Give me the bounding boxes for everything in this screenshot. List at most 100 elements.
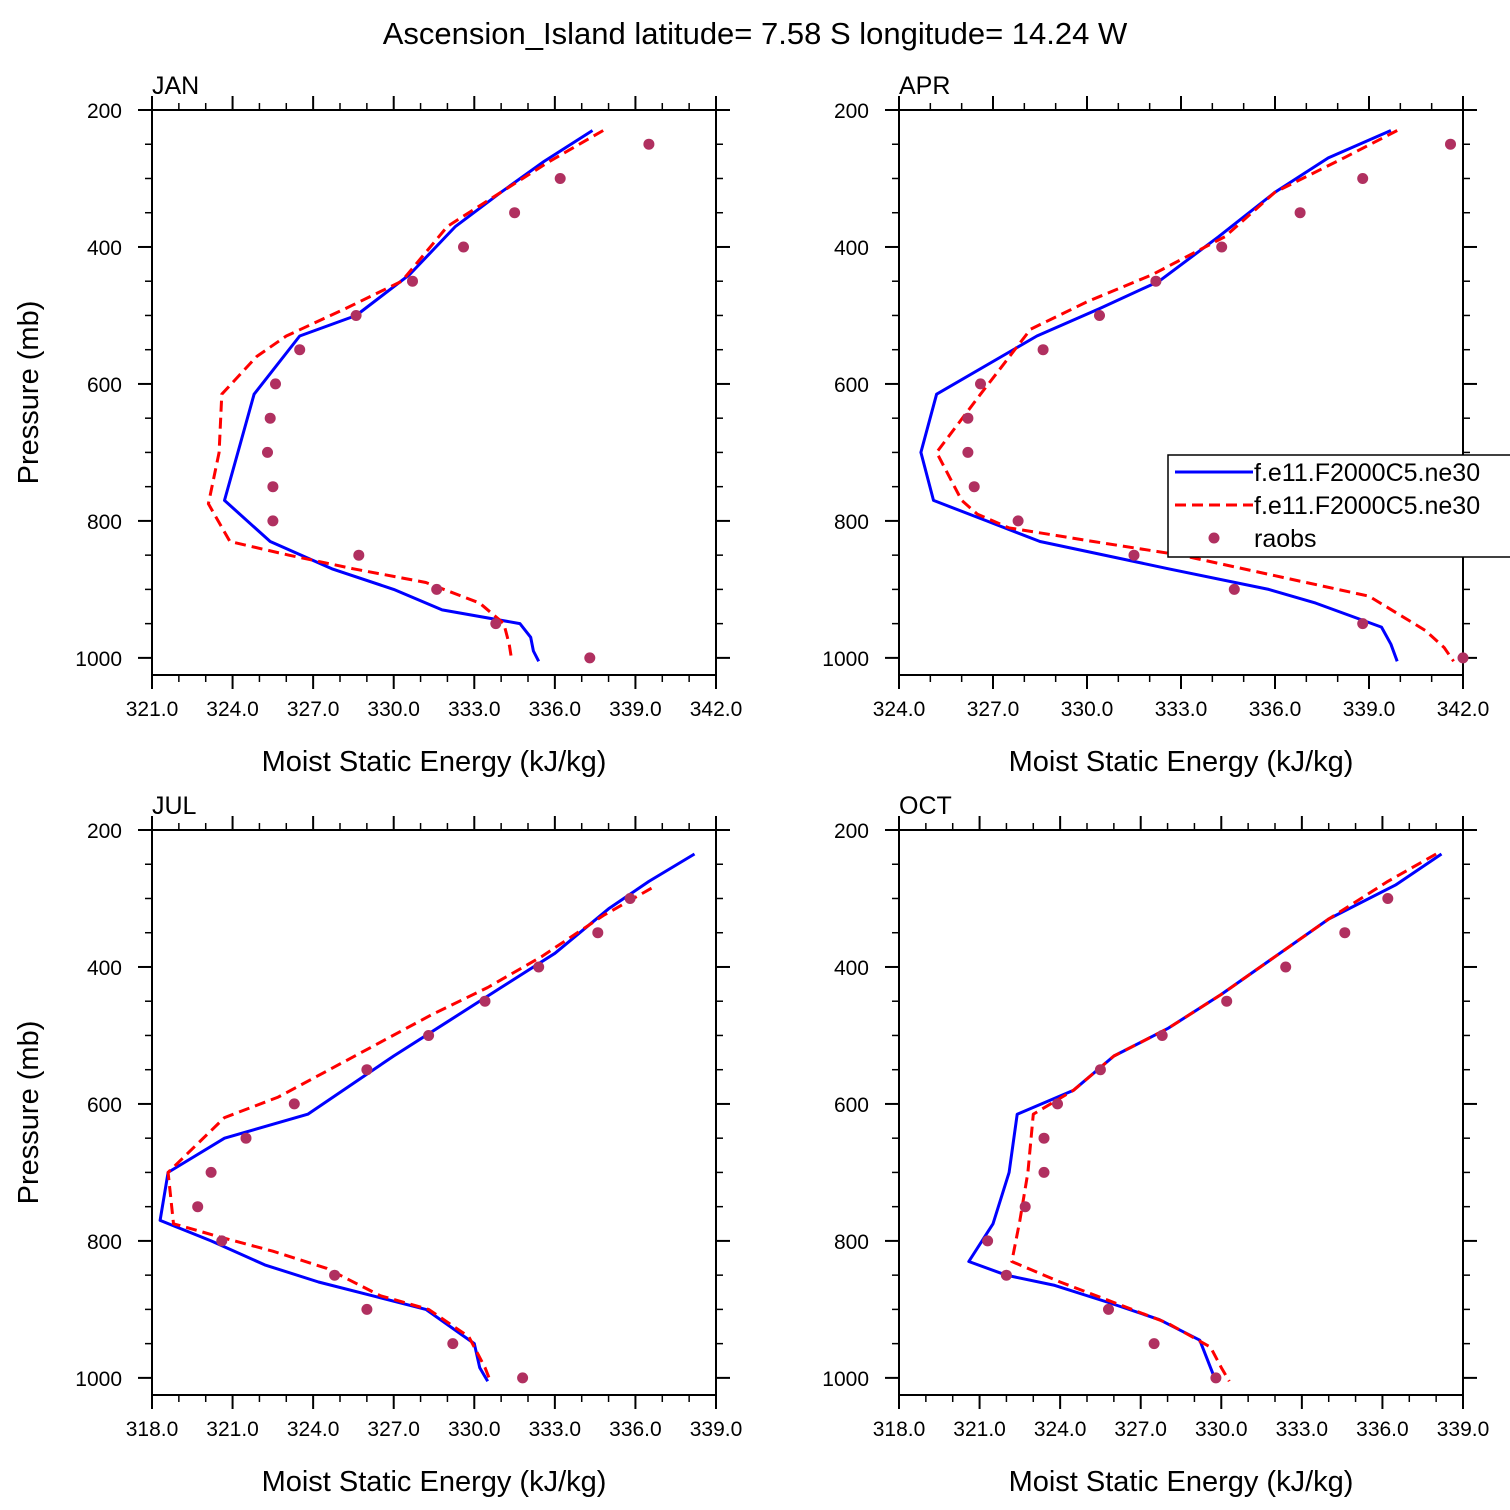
y-tick-label: 200 [834, 820, 869, 843]
raobs-point [1216, 241, 1228, 253]
series-line-dashed [166, 886, 653, 1382]
raobs-point [1150, 275, 1162, 287]
raobs-point [968, 481, 980, 493]
raobs-point [407, 275, 418, 287]
y-axis-label: Pressure (mb) [13, 1021, 45, 1205]
raobs-point [267, 481, 279, 493]
series-line-dashed [935, 129, 1455, 663]
y-tick-label: 1000 [822, 648, 869, 671]
raobs-point [267, 515, 279, 527]
y-tick-label: 1000 [75, 1368, 122, 1391]
raobs-point [447, 1338, 459, 1350]
raobs-point [262, 446, 273, 458]
x-tick-label: 321.0 [953, 1418, 1006, 1441]
panels: JAN 321.0 324.0 327.0 330.0 333.0 336.0 339.0 34… [13, 72, 1489, 1498]
y-tick-label: 1000 [822, 1368, 869, 1391]
panel-label: OCT [899, 792, 952, 820]
raobs-point [1339, 927, 1351, 939]
y-tick-label: 800 [834, 511, 869, 534]
raobs-point [592, 927, 604, 939]
panel-label: JUL [152, 792, 197, 820]
x-tick-label: 327.0 [367, 1418, 420, 1441]
raobs-point [1094, 1064, 1106, 1076]
raobs-point [1128, 549, 1140, 561]
x-tick-label: 333.0 [529, 1418, 582, 1441]
raobs-point [361, 1064, 373, 1076]
y-tick-label: 400 [87, 237, 122, 260]
x-tick-label: 333.0 [448, 698, 501, 721]
plot-frame [151, 109, 717, 676]
raobs-point [288, 1098, 300, 1110]
x-tick-label: 330.0 [1061, 698, 1114, 721]
x-tick-label: 342.0 [690, 698, 743, 721]
panel-apr: APR 324.0 327.0 330.0 333.0 336.0 339.0 342.0 20… [822, 72, 1489, 778]
raobs-point [431, 583, 443, 595]
x-tick-label: 336.0 [529, 698, 582, 721]
raobs-point [509, 207, 521, 219]
x-axis-label: Moist Static Energy (kJ/kg) [1009, 1466, 1354, 1498]
y-tick-label: 600 [87, 374, 122, 397]
panel-jul: JUL 318.0 321.0 324.0 327.0 330.0 333.0 336.0 33… [13, 792, 742, 1498]
panel-label: JAN [152, 72, 199, 100]
x-tick-label: 330.0 [367, 698, 420, 721]
raobs-point [205, 1166, 217, 1178]
y-tick-label: 200 [834, 100, 869, 123]
x-tick-label: 339.0 [1343, 698, 1396, 721]
y-tick-label: 800 [834, 1231, 869, 1254]
x-tick-label: 318.0 [873, 1418, 926, 1441]
x-tick-label: 336.0 [1249, 698, 1302, 721]
series-line-solid [967, 852, 1443, 1382]
raobs-point [1000, 1269, 1012, 1281]
series-line-dashed [206, 129, 604, 662]
raobs-point [240, 1132, 252, 1144]
x-tick-label: 333.0 [1155, 698, 1208, 721]
y-tick-label: 600 [834, 1094, 869, 1117]
raobs-point [1148, 1338, 1160, 1350]
raobs-point [1357, 173, 1369, 184]
x-tick-label: 324.0 [206, 698, 259, 721]
raobs-point [1156, 1030, 1168, 1041]
raobs-point [1094, 310, 1105, 321]
x-tick-label: 321.0 [206, 1418, 259, 1441]
y-tick-label: 600 [834, 374, 869, 397]
raobs-point [1280, 961, 1292, 973]
raobs-point [1052, 1098, 1063, 1110]
raobs-point [1210, 1372, 1222, 1384]
raobs-point [1445, 138, 1456, 150]
raobs-point [962, 446, 974, 458]
raobs-point [1038, 1132, 1050, 1144]
legend: f.e11.F2000C5.ne30 f.e11.F2000C5.ne30 ra… [1167, 454, 1510, 558]
raobs-point [216, 1235, 228, 1247]
raobs-point [1037, 344, 1049, 356]
x-tick-label: 339.0 [1437, 1418, 1490, 1441]
raobs-point [1038, 1166, 1050, 1178]
x-tick-label: 330.0 [448, 1418, 501, 1441]
raobs-point [584, 652, 596, 664]
legend-label-raobs: raobs [1254, 525, 1317, 553]
panel-jan: JAN 321.0 324.0 327.0 330.0 333.0 336.0 339.0 34… [13, 72, 742, 778]
raobs-point [1103, 1303, 1114, 1315]
x-tick-label: 318.0 [126, 1418, 179, 1441]
raobs-point [458, 241, 469, 253]
raobs-point [270, 378, 281, 390]
y-tick-label: 400 [834, 957, 869, 980]
y-tick-label: 800 [87, 511, 122, 534]
raobs-point [643, 138, 655, 150]
raobs-point [361, 1303, 373, 1315]
raobs-point [533, 961, 545, 973]
raobs-point [423, 1030, 435, 1041]
x-axis-label: Moist Static Energy (kJ/kg) [262, 1466, 607, 1498]
y-tick-label: 200 [87, 100, 122, 123]
x-tick-label: 330.0 [1195, 1418, 1248, 1441]
legend-label-solid: f.e11.F2000C5.ne30 [1254, 459, 1480, 487]
raobs-point [982, 1235, 994, 1247]
panel-oct: OCT 318.0 321.0 324.0 327.0 330.0 333.0 336.0 33… [822, 792, 1489, 1498]
x-axis-label: Moist Static Energy (kJ/kg) [262, 746, 607, 778]
x-tick-label: 324.0 [287, 1418, 340, 1441]
x-tick-label: 339.0 [690, 1418, 743, 1441]
legend-swatch-raobs [1208, 532, 1220, 544]
raobs-point [350, 310, 362, 321]
x-tick-label: 327.0 [967, 698, 1020, 721]
y-tick-label: 400 [87, 957, 122, 980]
